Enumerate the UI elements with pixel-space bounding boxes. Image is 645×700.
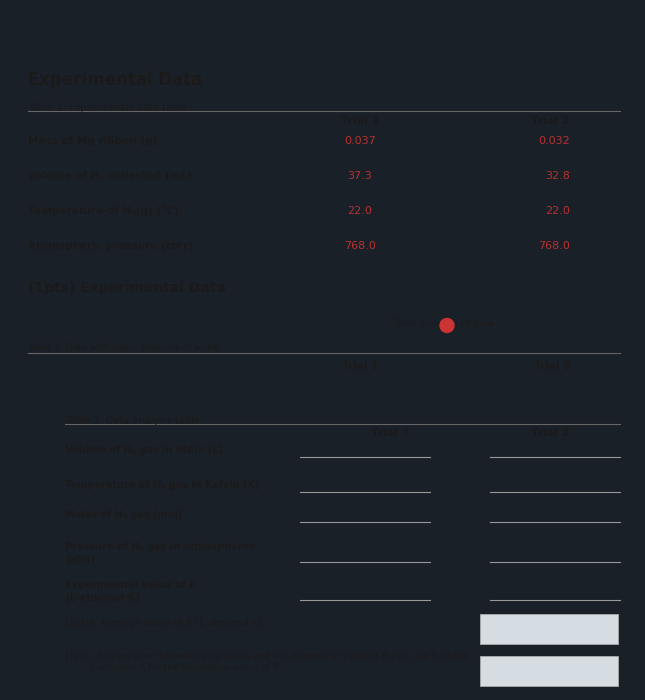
Text: 768.0: 768.0 [538, 241, 570, 251]
Text: Trial 1: Trial 1 [371, 428, 410, 438]
Text: Table 3. Data analysis table: Table 3. Data analysis table [65, 416, 200, 426]
Text: Trial 2: Trial 2 [531, 428, 570, 438]
Text: Mass of Mg ribbon (g): Mass of Mg ribbon (g) [28, 136, 157, 146]
Text: 22.0: 22.0 [545, 206, 570, 216]
Text: List view: List view [455, 319, 495, 328]
Text: Temperature of H₂ gas in Kelvin (K): Temperature of H₂ gas in Kelvin (K) [65, 480, 259, 490]
Text: Volume of H₂ collected (mL): Volume of H₂ collected (mL) [28, 172, 192, 181]
Text: Trial 2: Trial 2 [533, 361, 570, 372]
Text: Trial 1: Trial 1 [341, 116, 379, 126]
Text: Experimental Data: Experimental Data [28, 71, 203, 89]
Text: (1pts)  Percent error between your value and the theoretical value of R (%). Use: (1pts) Percent error between your value … [65, 652, 469, 661]
Text: (1pts) Experimental Data: (1pts) Experimental Data [28, 281, 226, 295]
Circle shape [440, 318, 454, 332]
Text: 22.0: 22.0 [348, 206, 372, 216]
Text: (1pts)  Average value of R (L·atm/mol·K): (1pts) Average value of R (L·atm/mol·K) [65, 618, 262, 628]
Text: 0.037: 0.037 [344, 136, 376, 146]
Text: Table 2. Data with vapor pressure of water: Table 2. Data with vapor pressure of wat… [28, 344, 221, 353]
Text: 768.0: 768.0 [344, 241, 376, 251]
FancyBboxPatch shape [480, 614, 618, 644]
Text: Trial 1: Trial 1 [342, 361, 378, 372]
Text: Table view: Table view [393, 319, 440, 328]
Text: Volume of H₂ gas in liters (L): Volume of H₂ gas in liters (L) [65, 445, 223, 455]
Text: Temperature of H₂(g) (°C): Temperature of H₂(g) (°C) [28, 206, 179, 216]
Text: Trial 2: Trial 2 [531, 116, 570, 126]
Text: 0.032: 0.032 [538, 136, 570, 146]
Text: L·atm/mol·K for the theoretical value of R.: L·atm/mol·K for the theoretical value of… [65, 662, 281, 671]
Text: Atmospheric pressure (torr): Atmospheric pressure (torr) [28, 241, 193, 251]
Text: Moles of H₂ gas (mol): Moles of H₂ gas (mol) [65, 510, 183, 520]
Text: 32.8: 32.8 [545, 172, 570, 181]
Text: Experimental value of R
(L·atm/mol·K): Experimental value of R (L·atm/mol·K) [65, 580, 197, 603]
Text: Table 1. Experimental data table: Table 1. Experimental data table [28, 104, 187, 113]
Text: 37.3: 37.3 [348, 172, 372, 181]
FancyBboxPatch shape [480, 656, 618, 686]
Text: Pressure of H₂ gas in atmospheres
(atm): Pressure of H₂ gas in atmospheres (atm) [65, 542, 255, 565]
